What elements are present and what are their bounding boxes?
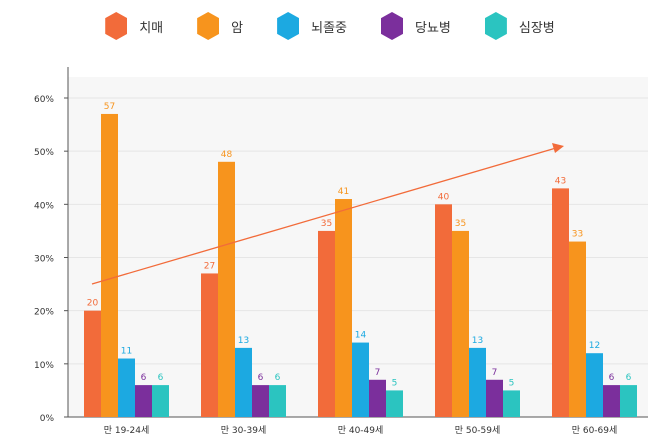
bar bbox=[369, 379, 386, 417]
legend-label: 치매 bbox=[139, 20, 164, 36]
bar bbox=[252, 385, 269, 417]
data-label: 6 bbox=[158, 373, 164, 383]
y-tick-label: 60% bbox=[34, 95, 54, 105]
bar bbox=[503, 390, 520, 417]
data-label: 57 bbox=[104, 102, 115, 112]
data-label: 41 bbox=[338, 187, 349, 197]
legend-swatch-icon bbox=[484, 12, 507, 40]
data-label: 5 bbox=[392, 378, 398, 388]
x-tick-label: 만 19-24세 bbox=[104, 425, 150, 436]
data-label: 6 bbox=[141, 373, 147, 383]
bar bbox=[552, 188, 569, 417]
data-label: 48 bbox=[221, 150, 233, 160]
legend-label: 뇌졸중 bbox=[311, 20, 347, 36]
legend-label: 심장병 bbox=[518, 20, 555, 36]
legend-swatch-icon bbox=[277, 12, 300, 40]
x-tick-label: 만 30-39세 bbox=[221, 425, 267, 436]
legend-swatch-icon bbox=[105, 12, 128, 40]
bar bbox=[352, 342, 369, 417]
data-label: 27 bbox=[204, 261, 215, 271]
x-tick-label: 만 40-49세 bbox=[338, 425, 384, 436]
bar bbox=[118, 358, 135, 417]
y-tick-label: 50% bbox=[34, 148, 54, 158]
legend-swatch-icon bbox=[197, 12, 220, 40]
data-label: 6 bbox=[609, 373, 615, 383]
legend-item[interactable]: 심장병 bbox=[484, 12, 555, 40]
legend-item[interactable]: 암 bbox=[197, 12, 243, 40]
data-label: 33 bbox=[572, 230, 583, 240]
y-tick-label: 40% bbox=[34, 201, 54, 211]
legend-item[interactable]: 뇌졸중 bbox=[277, 12, 347, 40]
bar bbox=[603, 385, 620, 417]
bar bbox=[201, 273, 218, 417]
bar bbox=[135, 385, 152, 417]
bar bbox=[386, 390, 403, 417]
bar bbox=[452, 230, 469, 417]
bar bbox=[435, 204, 452, 417]
bar bbox=[569, 241, 586, 417]
data-label: 6 bbox=[275, 373, 281, 383]
data-label: 35 bbox=[455, 219, 466, 229]
x-tick-label: 만 50-59세 bbox=[455, 425, 501, 436]
data-label: 40 bbox=[438, 192, 450, 202]
bar bbox=[218, 161, 235, 417]
legend-label: 당뇨병 bbox=[415, 20, 451, 36]
y-tick-label: 20% bbox=[34, 308, 54, 318]
bar bbox=[586, 353, 603, 417]
x-tick-label: 만 60-69세 bbox=[572, 425, 618, 436]
legend-swatch-icon bbox=[381, 12, 403, 40]
bar bbox=[101, 113, 118, 417]
bar bbox=[486, 379, 503, 417]
bar bbox=[269, 385, 286, 417]
y-tick-label: 0% bbox=[40, 414, 55, 424]
data-label: 13 bbox=[238, 336, 249, 346]
data-label: 7 bbox=[492, 368, 498, 378]
data-label: 20 bbox=[87, 299, 99, 309]
data-label: 12 bbox=[589, 341, 600, 351]
data-label: 43 bbox=[555, 176, 566, 186]
legend: 치매 암 뇌졸중 당뇨병 심장병 bbox=[0, 12, 660, 40]
bar bbox=[235, 347, 252, 417]
bar bbox=[318, 230, 335, 417]
y-tick-label: 10% bbox=[34, 361, 54, 371]
data-label: 35 bbox=[321, 219, 332, 229]
legend-item[interactable]: 치매 bbox=[105, 12, 163, 40]
bar bbox=[469, 347, 486, 417]
bar bbox=[84, 310, 101, 417]
bar bbox=[620, 385, 637, 417]
data-label: 6 bbox=[258, 373, 264, 383]
legend-item[interactable]: 당뇨병 bbox=[381, 12, 451, 40]
data-label: 5 bbox=[509, 378, 515, 388]
bar bbox=[335, 199, 352, 417]
data-label: 7 bbox=[375, 368, 381, 378]
legend-label: 암 bbox=[231, 20, 244, 36]
y-tick-label: 30% bbox=[34, 255, 54, 265]
data-label: 6 bbox=[626, 373, 632, 383]
data-label: 13 bbox=[472, 336, 483, 346]
data-label: 11 bbox=[121, 347, 132, 357]
trend-arrow bbox=[91, 147, 557, 285]
arrow-head-icon bbox=[552, 143, 564, 153]
data-label: 14 bbox=[355, 331, 367, 341]
bar bbox=[152, 385, 169, 417]
